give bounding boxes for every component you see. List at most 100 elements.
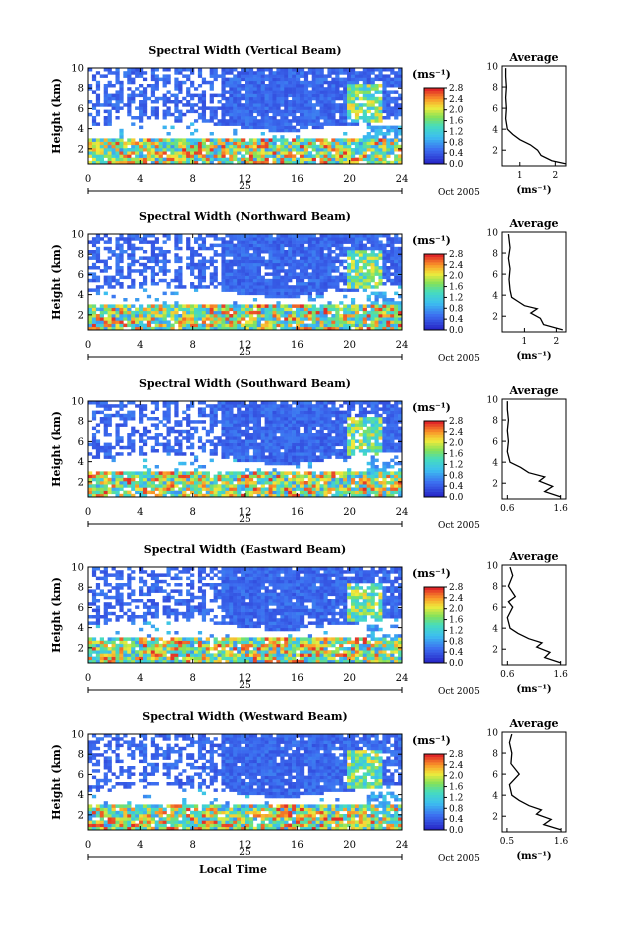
heatmap-cell xyxy=(209,234,214,238)
heatmap-cell xyxy=(107,314,112,318)
heatmap-cell xyxy=(307,407,313,411)
heatmap-cell xyxy=(362,320,367,324)
heatmap-cell xyxy=(123,307,128,312)
heatmap-cell xyxy=(303,116,309,120)
heatmap-cell xyxy=(378,125,383,130)
heatmap-cell xyxy=(303,103,309,107)
heatmap-field xyxy=(88,234,403,331)
heatmap-cell xyxy=(339,487,344,491)
heatmap-cell xyxy=(146,294,152,299)
heatmap-cell xyxy=(88,323,93,328)
heatmap-cell xyxy=(390,128,395,133)
heatmap-cell xyxy=(299,93,305,98)
heatmap-cell xyxy=(339,413,344,418)
heatmap-cell xyxy=(158,141,163,146)
heatmap-cell xyxy=(323,320,328,324)
heatmap-cell xyxy=(123,490,128,495)
heatmap-cell xyxy=(150,484,156,488)
heatmap-cell xyxy=(386,234,391,238)
heatmap-cell xyxy=(174,144,179,149)
heatmap-cell xyxy=(394,317,399,321)
heatmap-cell xyxy=(241,262,246,267)
heatmap-cell xyxy=(386,109,391,114)
heatmap-cell xyxy=(288,237,293,241)
heatmap-cell xyxy=(241,439,246,443)
heatmap-cell xyxy=(99,490,104,495)
heatmap-cell xyxy=(378,250,383,254)
heatmap-cell xyxy=(335,266,340,270)
heatmap-cell xyxy=(260,433,265,437)
heatmap-cell xyxy=(315,266,320,270)
heatmap-cell xyxy=(284,112,289,117)
heatmap-cell xyxy=(119,471,124,475)
heatmap-cell xyxy=(193,487,199,491)
heatmap-cell xyxy=(303,240,309,244)
heatmap-cell xyxy=(268,423,273,427)
heatmap-cell xyxy=(245,157,250,162)
heatmap-cell xyxy=(103,154,108,158)
heatmap-cell xyxy=(229,109,234,114)
heatmap-cell xyxy=(142,458,148,463)
heatmap-cell xyxy=(339,433,344,437)
heatmap-cell xyxy=(248,77,254,82)
heatmap-cell xyxy=(370,135,375,139)
heatmap-cell xyxy=(374,116,379,120)
heatmap-cell xyxy=(213,138,218,142)
heatmap-cell xyxy=(193,477,199,482)
heatmap-cell xyxy=(362,237,367,241)
heatmap-cell xyxy=(354,250,360,254)
heatmap-cell xyxy=(186,474,191,479)
heatmap-cell xyxy=(366,294,371,299)
heatmap-cell xyxy=(139,439,144,443)
heatmap-cell xyxy=(135,404,140,408)
heatmap-cell xyxy=(268,109,273,114)
heatmap-cell xyxy=(307,474,313,479)
heatmap-cell xyxy=(272,160,277,165)
heatmap-cell xyxy=(213,420,218,424)
heatmap-cell xyxy=(280,278,285,283)
heatmap-cell xyxy=(213,148,218,152)
heatmap-cell xyxy=(296,439,301,443)
heatmap-cell xyxy=(347,272,352,276)
heatmap-cell xyxy=(347,240,352,244)
heatmap-cell xyxy=(362,138,367,142)
heatmap-cell xyxy=(241,68,246,72)
heatmap-cell xyxy=(303,436,309,440)
heatmap-cell xyxy=(142,490,148,495)
heatmap-cell xyxy=(229,445,234,450)
heatmap-cell xyxy=(115,442,120,447)
heatmap-cell xyxy=(323,445,328,450)
heatmap-cell xyxy=(296,471,301,475)
heatmap-cell xyxy=(311,282,316,286)
heatmap-cell xyxy=(315,148,320,152)
heatmap-cell xyxy=(272,109,277,114)
heatmap-cell xyxy=(127,471,132,475)
heatmap-cell xyxy=(252,71,258,75)
heatmap-cell xyxy=(127,157,132,162)
heatmap-cell xyxy=(174,275,179,280)
heatmap-cell xyxy=(370,304,375,308)
heatmap-cell xyxy=(241,413,246,418)
heatmap-cell xyxy=(394,160,399,165)
heatmap-cell xyxy=(260,285,265,289)
heatmap-cell xyxy=(193,266,199,270)
heatmap-cell xyxy=(311,445,316,450)
heatmap-cell xyxy=(166,487,171,491)
heatmap-cell xyxy=(370,148,375,152)
heatmap-cell xyxy=(284,285,289,289)
heatmap-cell xyxy=(264,144,269,149)
heatmap-cell xyxy=(335,160,340,165)
heatmap-cell xyxy=(264,90,269,94)
heatmap-cell xyxy=(150,490,156,495)
heatmap-cell xyxy=(315,442,320,447)
heatmap-cell xyxy=(288,74,293,78)
heatmap-cell xyxy=(209,275,214,280)
colorbar-tick-label: 1.2 xyxy=(449,293,463,303)
heatmap-cell xyxy=(248,484,254,488)
heatmap-cell xyxy=(362,109,367,114)
heatmap-cell xyxy=(237,452,242,456)
heatmap-cell xyxy=(241,449,246,453)
heatmap-cell xyxy=(123,310,128,315)
heatmap-cell xyxy=(319,87,324,91)
heatmap-cell xyxy=(319,262,324,267)
